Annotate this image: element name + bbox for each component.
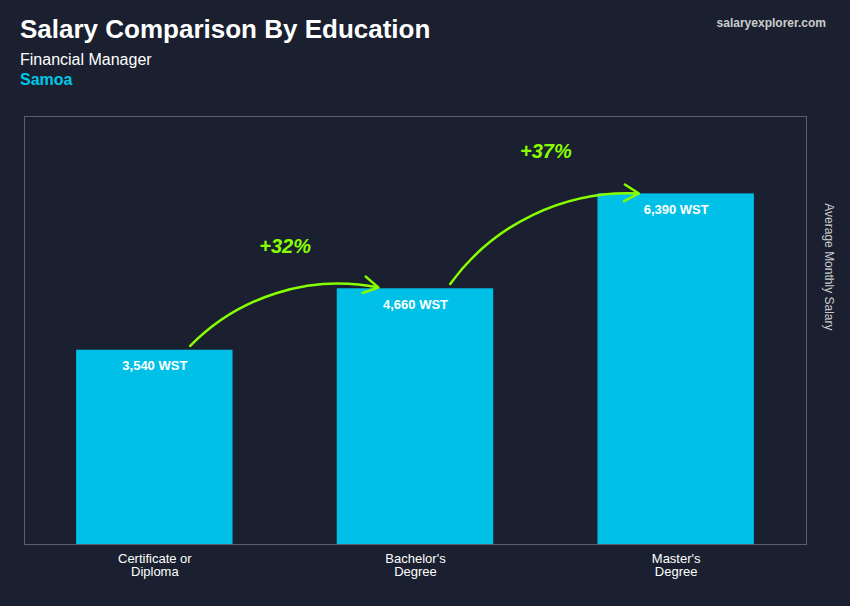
svg-text:Average Monthly Salary: Average Monthly Salary: [822, 203, 836, 330]
svg-text:Bachelor'sDegree: Bachelor'sDegree: [385, 551, 446, 579]
svg-text:+32%: +32%: [259, 235, 311, 257]
svg-text:Master'sDegree: Master'sDegree: [652, 551, 701, 579]
html-text:Financial Manager: Financial Manager: [20, 51, 152, 68]
svg-text:6,390 WST: 6,390 WST: [644, 202, 709, 217]
html-text:salaryexplorer.com: salaryexplorer.com: [716, 16, 826, 30]
svg-text:Certificate orDiploma: Certificate orDiploma: [118, 551, 192, 579]
svg-text:4,660 WST: 4,660 WST: [383, 297, 448, 312]
html-text:Samoa: Samoa: [20, 71, 73, 88]
svg-text:+37%: +37%: [520, 140, 572, 162]
html-text:Salary Comparison By Education: Salary Comparison By Education: [20, 14, 431, 44]
svg-text:3,540 WST: 3,540 WST: [122, 358, 187, 373]
